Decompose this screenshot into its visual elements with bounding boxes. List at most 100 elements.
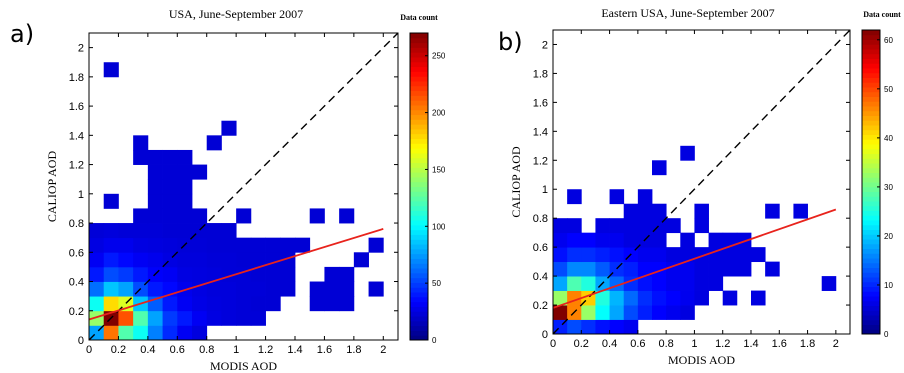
colorbar-segment (410, 277, 428, 283)
colorbar-segment (410, 191, 428, 197)
colorbar-segment (862, 248, 880, 254)
heatmap-cell (595, 319, 610, 335)
heatmap-cell (309, 296, 325, 312)
heatmap-cell (581, 276, 596, 291)
heatmap-cell (192, 208, 208, 224)
heatmap-cell (147, 325, 163, 341)
colorbar-segment (862, 172, 880, 178)
heatmap-cell (637, 305, 653, 320)
colorbar-segment (862, 296, 880, 302)
y-tick-label: 1.6 (69, 101, 84, 113)
colorbar-tick-label: 20 (884, 232, 893, 241)
y-tick-label: 1 (542, 184, 548, 196)
colorbar-segment (862, 267, 880, 273)
heatmap-cell (567, 189, 582, 205)
heatmap-cell (581, 319, 596, 335)
colorbar-segment (410, 316, 428, 322)
colorbar-segment (410, 61, 428, 68)
heatmap-cell (609, 232, 625, 248)
colorbar-segment (862, 205, 880, 211)
heatmap-cell (553, 276, 568, 291)
heatmap-cell (162, 310, 178, 326)
y-tick-label: 0 (542, 329, 548, 341)
x-tick-label: 1.8 (346, 344, 361, 356)
colorbar-segment (862, 30, 880, 36)
heatmap-cell (103, 325, 119, 341)
heatmap-cell (722, 232, 738, 248)
heatmap-cell (206, 266, 222, 282)
colorbar-segment (410, 239, 428, 245)
colorbar-segment (410, 124, 428, 130)
heatmap-cell (236, 310, 252, 326)
heatmap-cell (118, 325, 134, 341)
heatmap-cell (147, 149, 163, 165)
colorbar-segment (410, 42, 428, 48)
colorbar-segment (862, 125, 880, 131)
colorbar-segment (862, 215, 880, 221)
colorbar-segment (862, 68, 880, 74)
heatmap-cell (192, 281, 208, 297)
colorbar-segment (410, 229, 428, 235)
heatmap-cell (192, 296, 208, 312)
heatmap-cell (103, 296, 119, 312)
x-tick-label: 1.6 (317, 344, 332, 356)
colorbar-segment (410, 76, 428, 82)
heatmap-cell (177, 164, 193, 180)
colorbar: 0 50 100 150 200 250 Data count (400, 13, 446, 345)
heatmap-cell (89, 237, 105, 253)
colorbar-segment (410, 253, 428, 259)
colorbar-segment (410, 114, 428, 120)
heatmap-cell (147, 237, 163, 253)
heatmap-cell (192, 252, 208, 268)
heatmap-cell (652, 290, 667, 306)
colorbar-segment (862, 106, 880, 112)
x-tick-label: 0.6 (170, 344, 185, 356)
colorbar-segment (862, 258, 880, 264)
heatmap-cell (609, 305, 625, 320)
heatmap-cell (265, 237, 281, 253)
heatmap-cell (89, 266, 105, 282)
colorbar-segment (862, 201, 880, 207)
heatmap-cell (280, 266, 296, 282)
heatmap-cell (581, 247, 596, 263)
heatmap-cell (250, 281, 266, 297)
heatmap-cell (103, 252, 119, 268)
colorbar-tick-label: 10 (884, 281, 893, 290)
x-tick-label: 0.8 (199, 344, 214, 356)
colorbar-tick-label: 0 (432, 336, 437, 345)
colorbar-segment (410, 143, 428, 149)
heatmap-cell (147, 193, 163, 209)
heatmap-cell (192, 266, 208, 282)
heatmap-cell (623, 218, 639, 234)
heatmap-cell (553, 290, 568, 306)
one-to-one-line (88, 32, 399, 341)
y-tick-label: 0.6 (69, 247, 84, 259)
colorbar-segment (862, 153, 880, 159)
y-tick-label: 0.4 (69, 277, 84, 289)
colorbar-segment (862, 87, 880, 93)
heatmap-cell (221, 296, 237, 312)
colorbar-tick-label: 150 (432, 165, 446, 174)
heatmap-cell (133, 149, 149, 165)
colorbar-segment (862, 72, 880, 78)
colorbar-segment (410, 176, 428, 183)
heatmap-cell (118, 266, 134, 282)
heatmap-cell (567, 261, 582, 277)
colorbar-segment (410, 56, 428, 63)
y-tick-label: 1.8 (69, 72, 84, 84)
colorbar-segment (862, 281, 880, 287)
heatmap-cell (147, 223, 163, 239)
x-tick-label: 1.2 (258, 344, 273, 356)
heatmap-cell (751, 247, 766, 263)
colorbar-label: Data count (400, 13, 438, 22)
colorbar-segment (410, 95, 428, 101)
heatmap-cell (265, 266, 281, 282)
heatmap-cell (609, 189, 625, 205)
colorbar-segment (410, 100, 428, 106)
colorbar-segment (410, 104, 428, 111)
heatmap-cell (221, 252, 237, 268)
heatmap-cell (581, 305, 596, 320)
heatmap-cell (147, 179, 163, 195)
panel-label-a: a) (10, 20, 35, 48)
heatmap-cell (192, 164, 208, 180)
